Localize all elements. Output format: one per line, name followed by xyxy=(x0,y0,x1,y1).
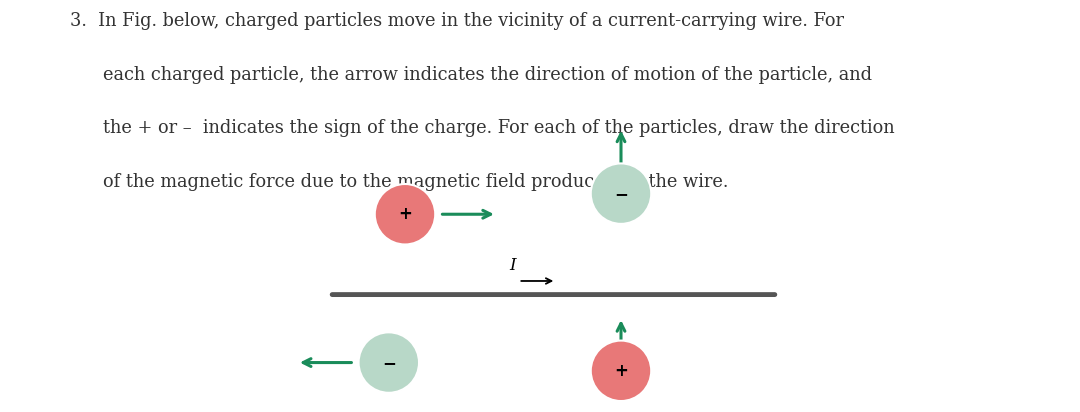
Text: I: I xyxy=(510,257,516,274)
Ellipse shape xyxy=(591,341,651,401)
Text: −: − xyxy=(382,353,395,372)
Text: +: + xyxy=(399,205,411,223)
Text: −: − xyxy=(615,185,627,203)
Text: 3.  In Fig. below, charged particles move in the vicinity of a current-carrying : 3. In Fig. below, charged particles move… xyxy=(70,12,845,30)
Text: +: + xyxy=(615,362,627,380)
Ellipse shape xyxy=(591,164,651,224)
Text: each charged particle, the arrow indicates the direction of motion of the partic: each charged particle, the arrow indicat… xyxy=(103,66,872,84)
Ellipse shape xyxy=(375,184,435,244)
Text: the + or –  indicates the sign of the charge. For each of the particles, draw th: the + or – indicates the sign of the cha… xyxy=(103,119,894,138)
Ellipse shape xyxy=(359,332,419,393)
Text: of the magnetic force due to the magnetic field produced by the wire.: of the magnetic force due to the magneti… xyxy=(103,173,728,191)
